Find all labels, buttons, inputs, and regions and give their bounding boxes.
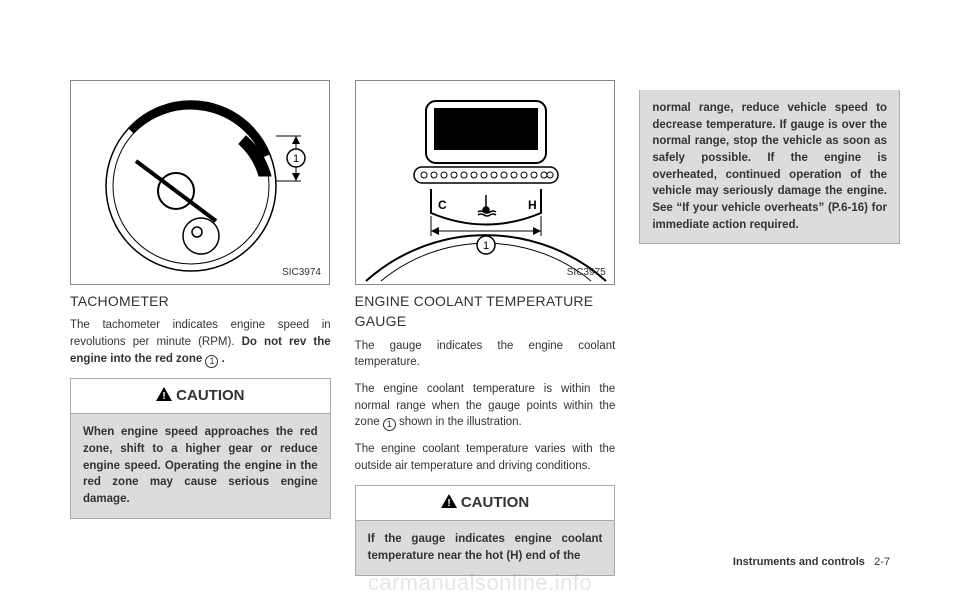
temp-p1: The gauge indicates the engine coolant t… [355, 338, 616, 371]
circled-ref: 1 [205, 355, 218, 368]
callout-1: 1 [483, 240, 489, 252]
caution-header: ! CAUTION [71, 379, 330, 415]
hot-label: H [528, 198, 537, 212]
temp-p2: The engine coolant temperature is within… [355, 381, 616, 431]
watermark: carmanualsonline.info [368, 567, 593, 599]
caution-body: normal range, reduce vehicle speed to de… [640, 90, 899, 243]
column-2: C H 1 SIC3975 ENGINE COOLAN [355, 80, 616, 571]
caution-box-1: ! CAUTION When engine speed approaches t… [70, 378, 331, 519]
warning-icon: ! [441, 493, 457, 515]
page-footer: Instruments and controls 2-7 [733, 555, 890, 571]
caution-title: CAUTION [461, 494, 529, 511]
tachometer-figure: 1 SIC3974 [70, 80, 330, 285]
tachometer-heading: TACHOMETER [70, 291, 331, 311]
circled-ref: 1 [383, 418, 396, 431]
manual-page: 1 SIC3974 TACHOMETER The tachometer indi… [0, 0, 960, 611]
temperature-figure: C H 1 SIC3975 [355, 80, 615, 285]
column-3: normal range, reduce vehicle speed to de… [639, 80, 900, 571]
svg-text:!: ! [447, 498, 450, 508]
callout-1: 1 [293, 153, 299, 165]
cold-label: C [438, 198, 447, 212]
temp-svg: C H 1 [356, 81, 616, 286]
tachometer-svg: 1 [71, 81, 331, 286]
warning-icon: ! [156, 386, 172, 408]
p2-b: shown in the illustration. [396, 416, 522, 428]
para-bold-b: . [218, 353, 224, 365]
caution-box-3-continuation: normal range, reduce vehicle speed to de… [639, 90, 900, 244]
caution-body: When engine speed approaches the red zon… [71, 414, 330, 517]
caution-title: CAUTION [176, 387, 244, 404]
svg-text:!: ! [163, 391, 166, 401]
caution-box-2: ! CAUTION If the gauge indicates engine … [355, 485, 616, 576]
tachometer-paragraph: The tachometer indicates engine speed in… [70, 317, 331, 367]
temp-p3: The engine coolant temperature varies wi… [355, 441, 616, 474]
figure-label: SIC3975 [567, 266, 606, 281]
footer-page: 2-7 [874, 556, 890, 568]
figure-label: SIC3974 [282, 266, 321, 281]
footer-section: Instruments and controls [733, 556, 865, 568]
caution-header: ! CAUTION [356, 486, 615, 522]
column-1: 1 SIC3974 TACHOMETER The tachometer indi… [70, 80, 331, 571]
temp-heading: ENGINE COOLANT TEMPERATURE GAUGE [355, 291, 616, 332]
